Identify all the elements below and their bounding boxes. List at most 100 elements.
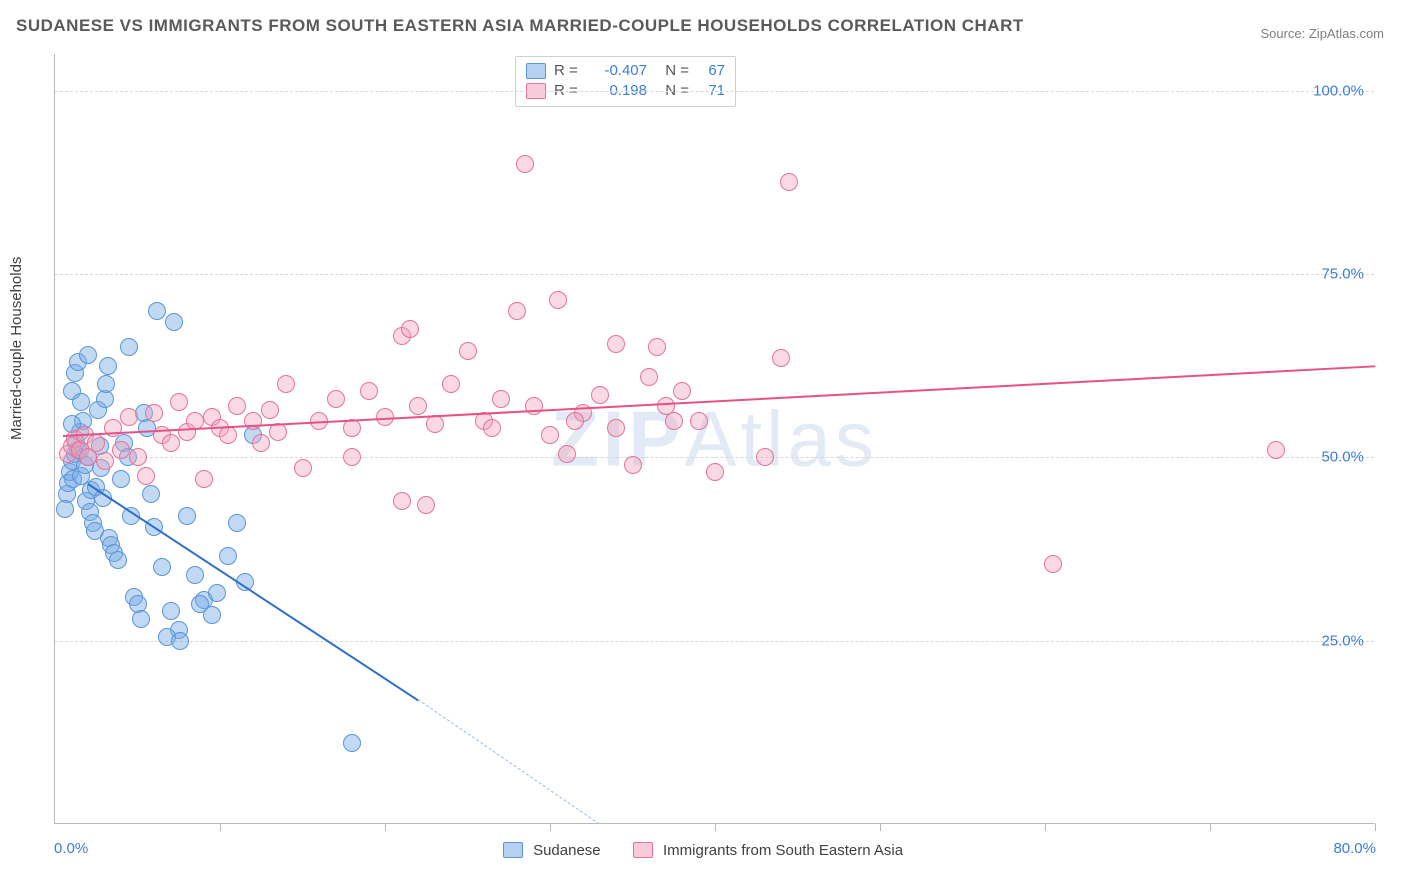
data-point: [566, 412, 584, 430]
data-point: [96, 452, 114, 470]
data-point: [1044, 555, 1062, 573]
data-point: [665, 412, 683, 430]
gridline: [55, 91, 1374, 92]
gridline: [55, 457, 1374, 458]
y-tick-label: 75.0%: [1321, 266, 1364, 283]
data-point: [252, 434, 270, 452]
data-point: [360, 382, 378, 400]
x-tick: [220, 823, 221, 831]
x-tick: [550, 823, 551, 831]
data-point: [772, 349, 790, 367]
series-legend: Sudanese Immigrants from South Eastern A…: [0, 842, 1406, 859]
data-point: [120, 408, 138, 426]
chart-title: SUDANESE VS IMMIGRANTS FROM SOUTH EASTER…: [16, 16, 1024, 36]
data-point: [228, 397, 246, 415]
data-point: [79, 346, 97, 364]
trend-line: [418, 699, 600, 824]
y-tick-label: 25.0%: [1321, 632, 1364, 649]
r-label: R =: [554, 61, 584, 81]
swatch-blue-icon: [503, 842, 523, 858]
y-tick-label: 100.0%: [1313, 82, 1364, 99]
data-point: [170, 393, 188, 411]
data-point: [673, 382, 691, 400]
trend-line: [63, 366, 1375, 438]
data-point: [219, 547, 237, 565]
data-point: [186, 566, 204, 584]
data-point: [195, 470, 213, 488]
data-point: [409, 397, 427, 415]
data-point: [145, 404, 163, 422]
data-point: [129, 448, 147, 466]
data-point: [132, 610, 150, 628]
n-label: N =: [655, 61, 689, 81]
data-point: [591, 386, 609, 404]
data-point: [756, 448, 774, 466]
data-point: [171, 632, 189, 650]
data-point: [516, 155, 534, 173]
data-point: [72, 393, 90, 411]
data-point: [607, 335, 625, 353]
data-point: [1267, 441, 1285, 459]
data-point: [706, 463, 724, 481]
data-point: [541, 426, 559, 444]
swatch-blue-icon: [526, 63, 546, 79]
data-point: [277, 375, 295, 393]
data-point: [162, 602, 180, 620]
data-point: [112, 470, 130, 488]
scatter-plot-area: ZIPAtlas R = -0.407 N = 67 R = 0.198 N =…: [54, 54, 1374, 824]
data-point: [219, 426, 237, 444]
source-attribution: Source: ZipAtlas.com: [1260, 26, 1384, 41]
data-point: [426, 415, 444, 433]
data-point: [648, 338, 666, 356]
data-point: [483, 419, 501, 437]
legend-label-blue: Sudanese: [533, 842, 601, 859]
data-point: [492, 390, 510, 408]
x-tick: [385, 823, 386, 831]
x-tick: [880, 823, 881, 831]
data-point: [208, 584, 226, 602]
legend-item-blue: Sudanese: [503, 842, 605, 859]
data-point: [417, 496, 435, 514]
data-point: [97, 375, 115, 393]
y-axis-label: Married-couple Households: [8, 257, 25, 440]
r-value-blue: -0.407: [592, 61, 647, 81]
data-point: [87, 434, 105, 452]
data-point: [228, 514, 246, 532]
data-point: [109, 551, 127, 569]
legend-label-pink: Immigrants from South Eastern Asia: [663, 842, 903, 859]
data-point: [112, 441, 130, 459]
data-point: [99, 357, 117, 375]
data-point: [393, 492, 411, 510]
data-point: [162, 434, 180, 452]
legend-item-pink: Immigrants from South Eastern Asia: [633, 842, 903, 859]
data-point: [261, 401, 279, 419]
data-point: [442, 375, 460, 393]
data-point: [120, 338, 138, 356]
data-point: [459, 342, 477, 360]
n-value-blue: 67: [697, 61, 725, 81]
data-point: [137, 467, 155, 485]
stats-legend: R = -0.407 N = 67 R = 0.198 N = 71: [515, 56, 736, 107]
data-point: [401, 320, 419, 338]
data-point: [327, 390, 345, 408]
x-tick: [1045, 823, 1046, 831]
data-point: [607, 419, 625, 437]
data-point: [191, 595, 209, 613]
data-point: [343, 448, 361, 466]
gridline: [55, 274, 1374, 275]
y-tick-label: 50.0%: [1321, 449, 1364, 466]
data-point: [153, 558, 171, 576]
stats-row-blue: R = -0.407 N = 67: [526, 61, 725, 81]
data-point: [624, 456, 642, 474]
data-point: [690, 412, 708, 430]
swatch-pink-icon: [633, 842, 653, 858]
data-point: [640, 368, 658, 386]
data-point: [508, 302, 526, 320]
x-tick: [715, 823, 716, 831]
data-point: [178, 507, 196, 525]
x-tick: [1210, 823, 1211, 831]
data-point: [148, 302, 166, 320]
x-tick: [1375, 823, 1376, 831]
data-point: [165, 313, 183, 331]
data-point: [780, 173, 798, 191]
